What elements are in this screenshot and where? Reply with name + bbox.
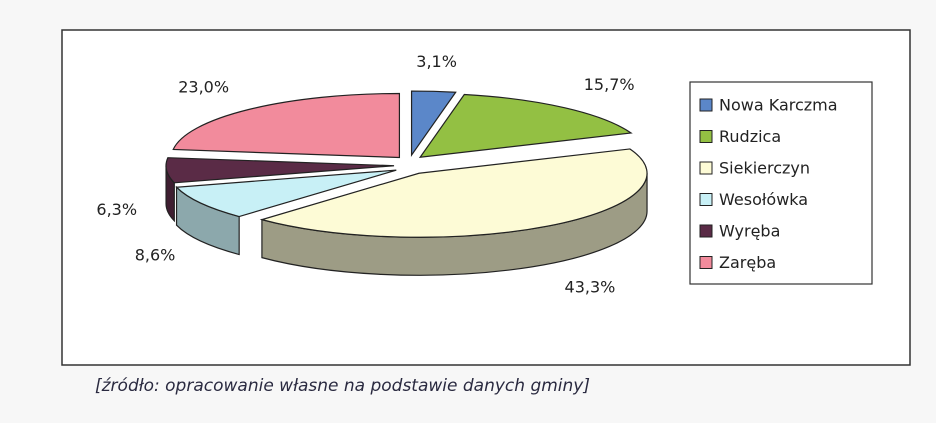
legend-label: Zaręba (719, 253, 776, 272)
legend-label: Nowa Karczma (719, 96, 838, 115)
slice (418, 93, 633, 159)
pie: 3,1% 15,7% 43,3% 8,6% 6,3% 23,0% (96, 52, 648, 296)
slice (259, 148, 648, 238)
data-label: 6,3% (96, 200, 137, 219)
legend-swatch (699, 256, 713, 269)
legend-swatch (699, 98, 713, 112)
source-note: [źródło: opracowanie własne na podstawie… (95, 376, 590, 396)
legend-label: Wyręba (719, 222, 780, 241)
legend-label: Wesołówka (719, 190, 808, 209)
legend-label: Rudzica (719, 127, 781, 146)
data-label: 3,1% (416, 52, 457, 71)
legend-swatch (699, 224, 713, 238)
data-label: 43,3% (565, 277, 616, 296)
slice (175, 169, 397, 218)
data-label: 15,7% (584, 75, 635, 94)
slice (165, 157, 395, 184)
legend-swatch (699, 130, 713, 143)
data-label: 23,0% (178, 77, 229, 96)
legend-box (689, 81, 873, 285)
legend: Nowa Karczma Rudzica Siekierczyn Wesołówka W… (699, 96, 838, 272)
data-label: 8,6% (135, 245, 176, 264)
slice (410, 90, 457, 157)
slice (172, 92, 401, 159)
legend-label: Siekierczyn (719, 159, 810, 178)
legend-swatch (699, 193, 713, 206)
legend-swatch (699, 161, 713, 175)
